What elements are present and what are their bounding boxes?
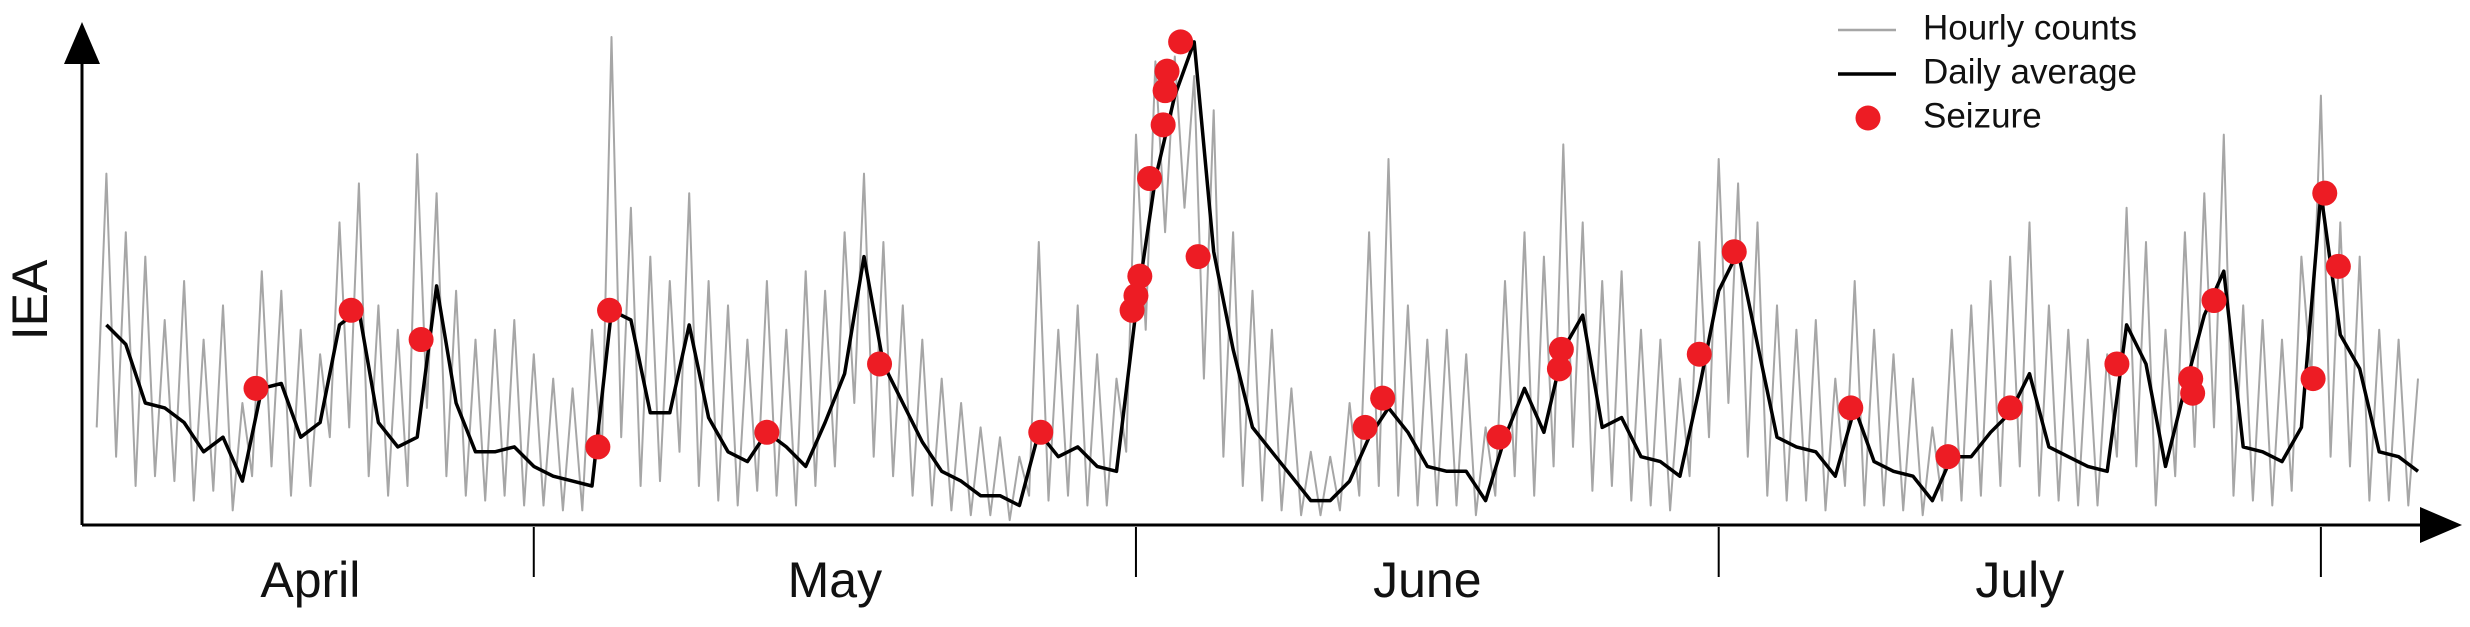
seizure-marker (1838, 395, 1864, 421)
x-axis-arrow (2420, 507, 2462, 543)
seizure-marker (1997, 395, 2023, 421)
seizure-marker (2312, 180, 2338, 206)
seizure-marker (1154, 58, 1180, 84)
seizure-marker (1686, 341, 1712, 367)
series-line (95, 36, 2419, 522)
seizure-marker (1370, 385, 1396, 411)
legend-label: Seizure (1923, 96, 2042, 135)
seizure-marker (243, 375, 269, 401)
month-label: April (260, 552, 360, 608)
seizure-marker (408, 327, 434, 353)
month-label: July (1975, 552, 2064, 608)
month-label: June (1373, 552, 1481, 608)
seizure-marker (1123, 283, 1149, 309)
seizure-marker (1548, 336, 1574, 362)
legend-label: Daily average (1923, 52, 2137, 91)
month-label: May (788, 552, 882, 608)
seizure-marker (1137, 166, 1163, 192)
legend: Hourly counts Daily average Seizure (1838, 8, 2137, 135)
seizure-marker (1028, 419, 1054, 445)
seizure-marker (1352, 414, 1378, 440)
legend-label: Hourly counts (1923, 8, 2137, 47)
y-axis-arrow (64, 22, 100, 64)
seizure-marker (1150, 112, 1176, 138)
seizure-marker (1168, 29, 1194, 55)
legend-swatch (1855, 105, 1881, 131)
seizure-marker (2300, 366, 2326, 392)
seizure-marker (338, 297, 364, 323)
seizure-marker (2104, 351, 2130, 377)
seizure-marker (1486, 424, 1512, 450)
seizure-marker (597, 297, 623, 323)
plot-area (95, 29, 2420, 522)
seizure-marker (1152, 78, 1178, 104)
series-line (105, 40, 2420, 508)
seizure-marker (1127, 263, 1153, 289)
seizure-marker (1935, 444, 1961, 470)
seizure-marker (867, 351, 893, 377)
seizure-marker (2325, 253, 2351, 279)
y-axis-title: IEA (2, 259, 58, 340)
seizure-marker (585, 434, 611, 460)
seizure-marker (2201, 288, 2227, 314)
seizure-marker (1546, 356, 1572, 382)
seizure-marker (1185, 244, 1211, 270)
seizure-marker (2180, 380, 2206, 406)
seizure-marker (754, 419, 780, 445)
seizure-marker (1721, 239, 1747, 265)
